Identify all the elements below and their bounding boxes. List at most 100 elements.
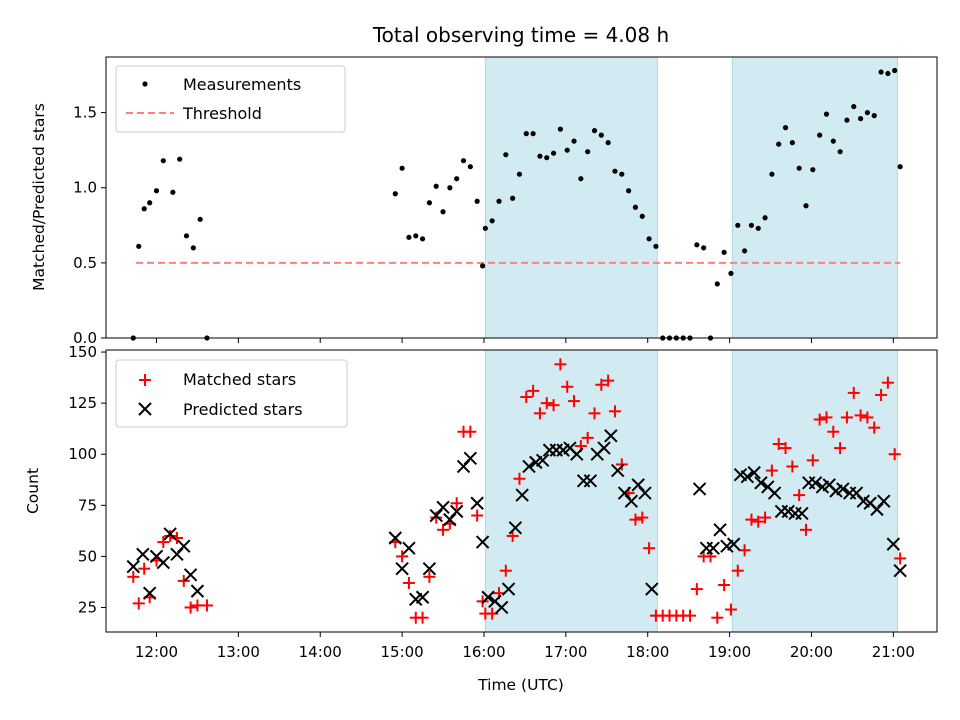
measurement-point bbox=[482, 225, 488, 231]
matched-star-point bbox=[430, 511, 443, 524]
measurement-point bbox=[748, 222, 755, 228]
matched-star-point bbox=[868, 421, 881, 434]
measurement-point bbox=[632, 204, 639, 210]
measurement-point bbox=[183, 233, 190, 239]
measurement-point bbox=[844, 117, 850, 123]
measurement-point bbox=[399, 165, 405, 171]
predicted-star-point bbox=[767, 486, 782, 500]
matched-star-point bbox=[177, 574, 190, 587]
matched-star-point bbox=[724, 603, 737, 616]
predicted-star-point bbox=[481, 590, 495, 604]
matched-star-point bbox=[806, 454, 819, 467]
predicted-star-point bbox=[645, 582, 659, 596]
measurement-point bbox=[701, 245, 707, 251]
matched-star-point bbox=[588, 407, 601, 420]
measurement-point bbox=[516, 171, 523, 177]
matched-star-point bbox=[881, 376, 894, 389]
matched-star-point bbox=[554, 358, 567, 371]
matched-star-point bbox=[437, 523, 450, 536]
shaded-span bbox=[731, 56, 898, 339]
predicted-star-point bbox=[604, 429, 618, 443]
measurement-point bbox=[454, 176, 460, 182]
measurement-point bbox=[885, 70, 891, 77]
predicted-star-point bbox=[808, 476, 823, 490]
top-panel: 0.0 0.5 1.0 1.5 Matched/Predicted stars Mea… bbox=[30, 56, 938, 347]
measurement-point bbox=[160, 158, 166, 164]
measurement-point bbox=[544, 155, 550, 161]
matched-star-point bbox=[636, 511, 649, 524]
measurement-point bbox=[817, 132, 823, 138]
matched-star-point bbox=[894, 552, 907, 565]
matched-star-point bbox=[595, 378, 608, 391]
matched-star-point bbox=[513, 472, 526, 485]
measurement-point bbox=[837, 149, 843, 155]
measurement-point bbox=[480, 263, 486, 269]
predicted-star-point bbox=[470, 496, 484, 510]
measurement-point bbox=[578, 176, 584, 182]
x-tick-label: 14:00 bbox=[299, 643, 342, 661]
matched-star-point bbox=[861, 411, 874, 424]
x-tick-label: 12:00 bbox=[135, 643, 178, 661]
measurement-point bbox=[141, 206, 147, 212]
measurement-point bbox=[153, 188, 160, 194]
bottom-y-axis-label: Count bbox=[24, 468, 42, 514]
matched-star-point bbox=[847, 386, 860, 399]
measurement-point bbox=[530, 131, 536, 137]
measurement-point bbox=[460, 158, 467, 164]
measurement-point bbox=[803, 203, 809, 209]
x-tick-label: 15:00 bbox=[380, 643, 423, 661]
predicted-star-point bbox=[183, 568, 198, 582]
matched-star-point bbox=[450, 497, 463, 510]
measurement-point bbox=[810, 167, 816, 173]
measurement-points bbox=[130, 67, 903, 341]
matched-star-point bbox=[520, 391, 533, 403]
measurement-point bbox=[571, 138, 577, 144]
matched-star-point bbox=[888, 448, 901, 461]
predicted-star-point bbox=[515, 488, 529, 502]
measurement-point bbox=[503, 152, 509, 158]
measurement-point bbox=[197, 216, 203, 222]
predicted-star-point bbox=[156, 555, 171, 570]
matched-star-point bbox=[547, 399, 560, 412]
predicted-star-point bbox=[163, 527, 177, 541]
legend-label-matched: Matched stars bbox=[183, 370, 296, 389]
matched-star-point bbox=[164, 529, 177, 542]
top-legend: Measurements Threshold bbox=[115, 65, 346, 133]
predicted-star-point bbox=[495, 600, 509, 615]
measurement-point bbox=[728, 270, 734, 276]
measurement-point bbox=[447, 185, 453, 191]
predicted-star-point bbox=[747, 465, 761, 480]
x-tick-label: 16:00 bbox=[462, 643, 505, 661]
top-y-tick-label: 0.5 bbox=[73, 254, 97, 272]
predicted-star-point bbox=[713, 523, 727, 537]
predicted-star-point bbox=[142, 586, 157, 600]
measurement-point bbox=[510, 195, 516, 201]
matched-star-point bbox=[602, 374, 615, 387]
measurement-point bbox=[474, 198, 480, 204]
measurement-point bbox=[871, 113, 877, 119]
measurement-point bbox=[755, 225, 761, 231]
shaded-span bbox=[731, 349, 898, 633]
predicted-star-point bbox=[449, 504, 464, 519]
legend-marker-matched bbox=[139, 374, 151, 386]
measurement-point bbox=[619, 171, 625, 177]
measurement-point bbox=[467, 164, 473, 170]
measurement-point bbox=[878, 69, 884, 75]
matched-star-point bbox=[200, 599, 213, 612]
matched-star-point bbox=[875, 388, 888, 401]
measurement-point bbox=[598, 132, 604, 138]
measurement-point bbox=[653, 243, 659, 249]
matched-star-point bbox=[690, 583, 703, 596]
measurement-point bbox=[433, 183, 439, 189]
top-x-ticks bbox=[155, 338, 894, 343]
measurement-point bbox=[639, 213, 645, 219]
measurement-point bbox=[426, 200, 432, 206]
measurement-point bbox=[735, 222, 741, 228]
measurement-point bbox=[557, 126, 563, 132]
matched-star-point bbox=[772, 438, 785, 450]
matched-star-point bbox=[800, 523, 813, 536]
predicted-star-point bbox=[795, 506, 809, 521]
x-tick-label: 13:00 bbox=[217, 643, 260, 661]
measurement-point bbox=[496, 198, 502, 204]
bottom-y-tick-label: 50 bbox=[78, 547, 97, 565]
